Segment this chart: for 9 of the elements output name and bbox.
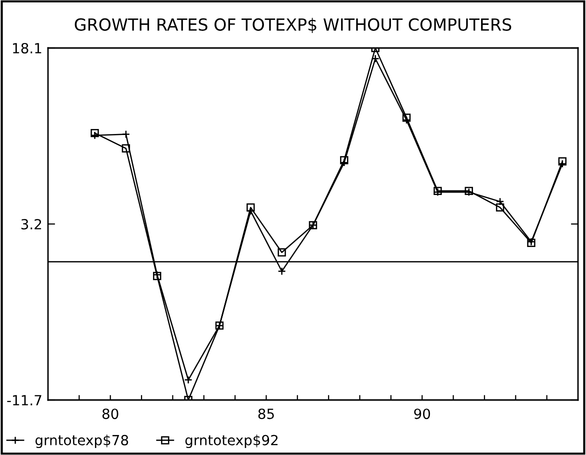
legend-label: grntotexp$92: [185, 434, 278, 448]
x-tick-label: 80: [102, 408, 118, 420]
y-tick-label: 3.2: [21, 218, 42, 230]
legend-label: grntotexp$78: [35, 434, 128, 448]
y-tick-label: -11.7: [7, 395, 42, 406]
x-tick-label: 90: [414, 408, 430, 420]
x-tick-label: 85: [258, 408, 274, 420]
chart-title: GROWTH RATES OF TOTEXP$ WITHOUT COMPUTERS: [74, 18, 512, 34]
y-tick-label: 18.1: [13, 42, 42, 54]
